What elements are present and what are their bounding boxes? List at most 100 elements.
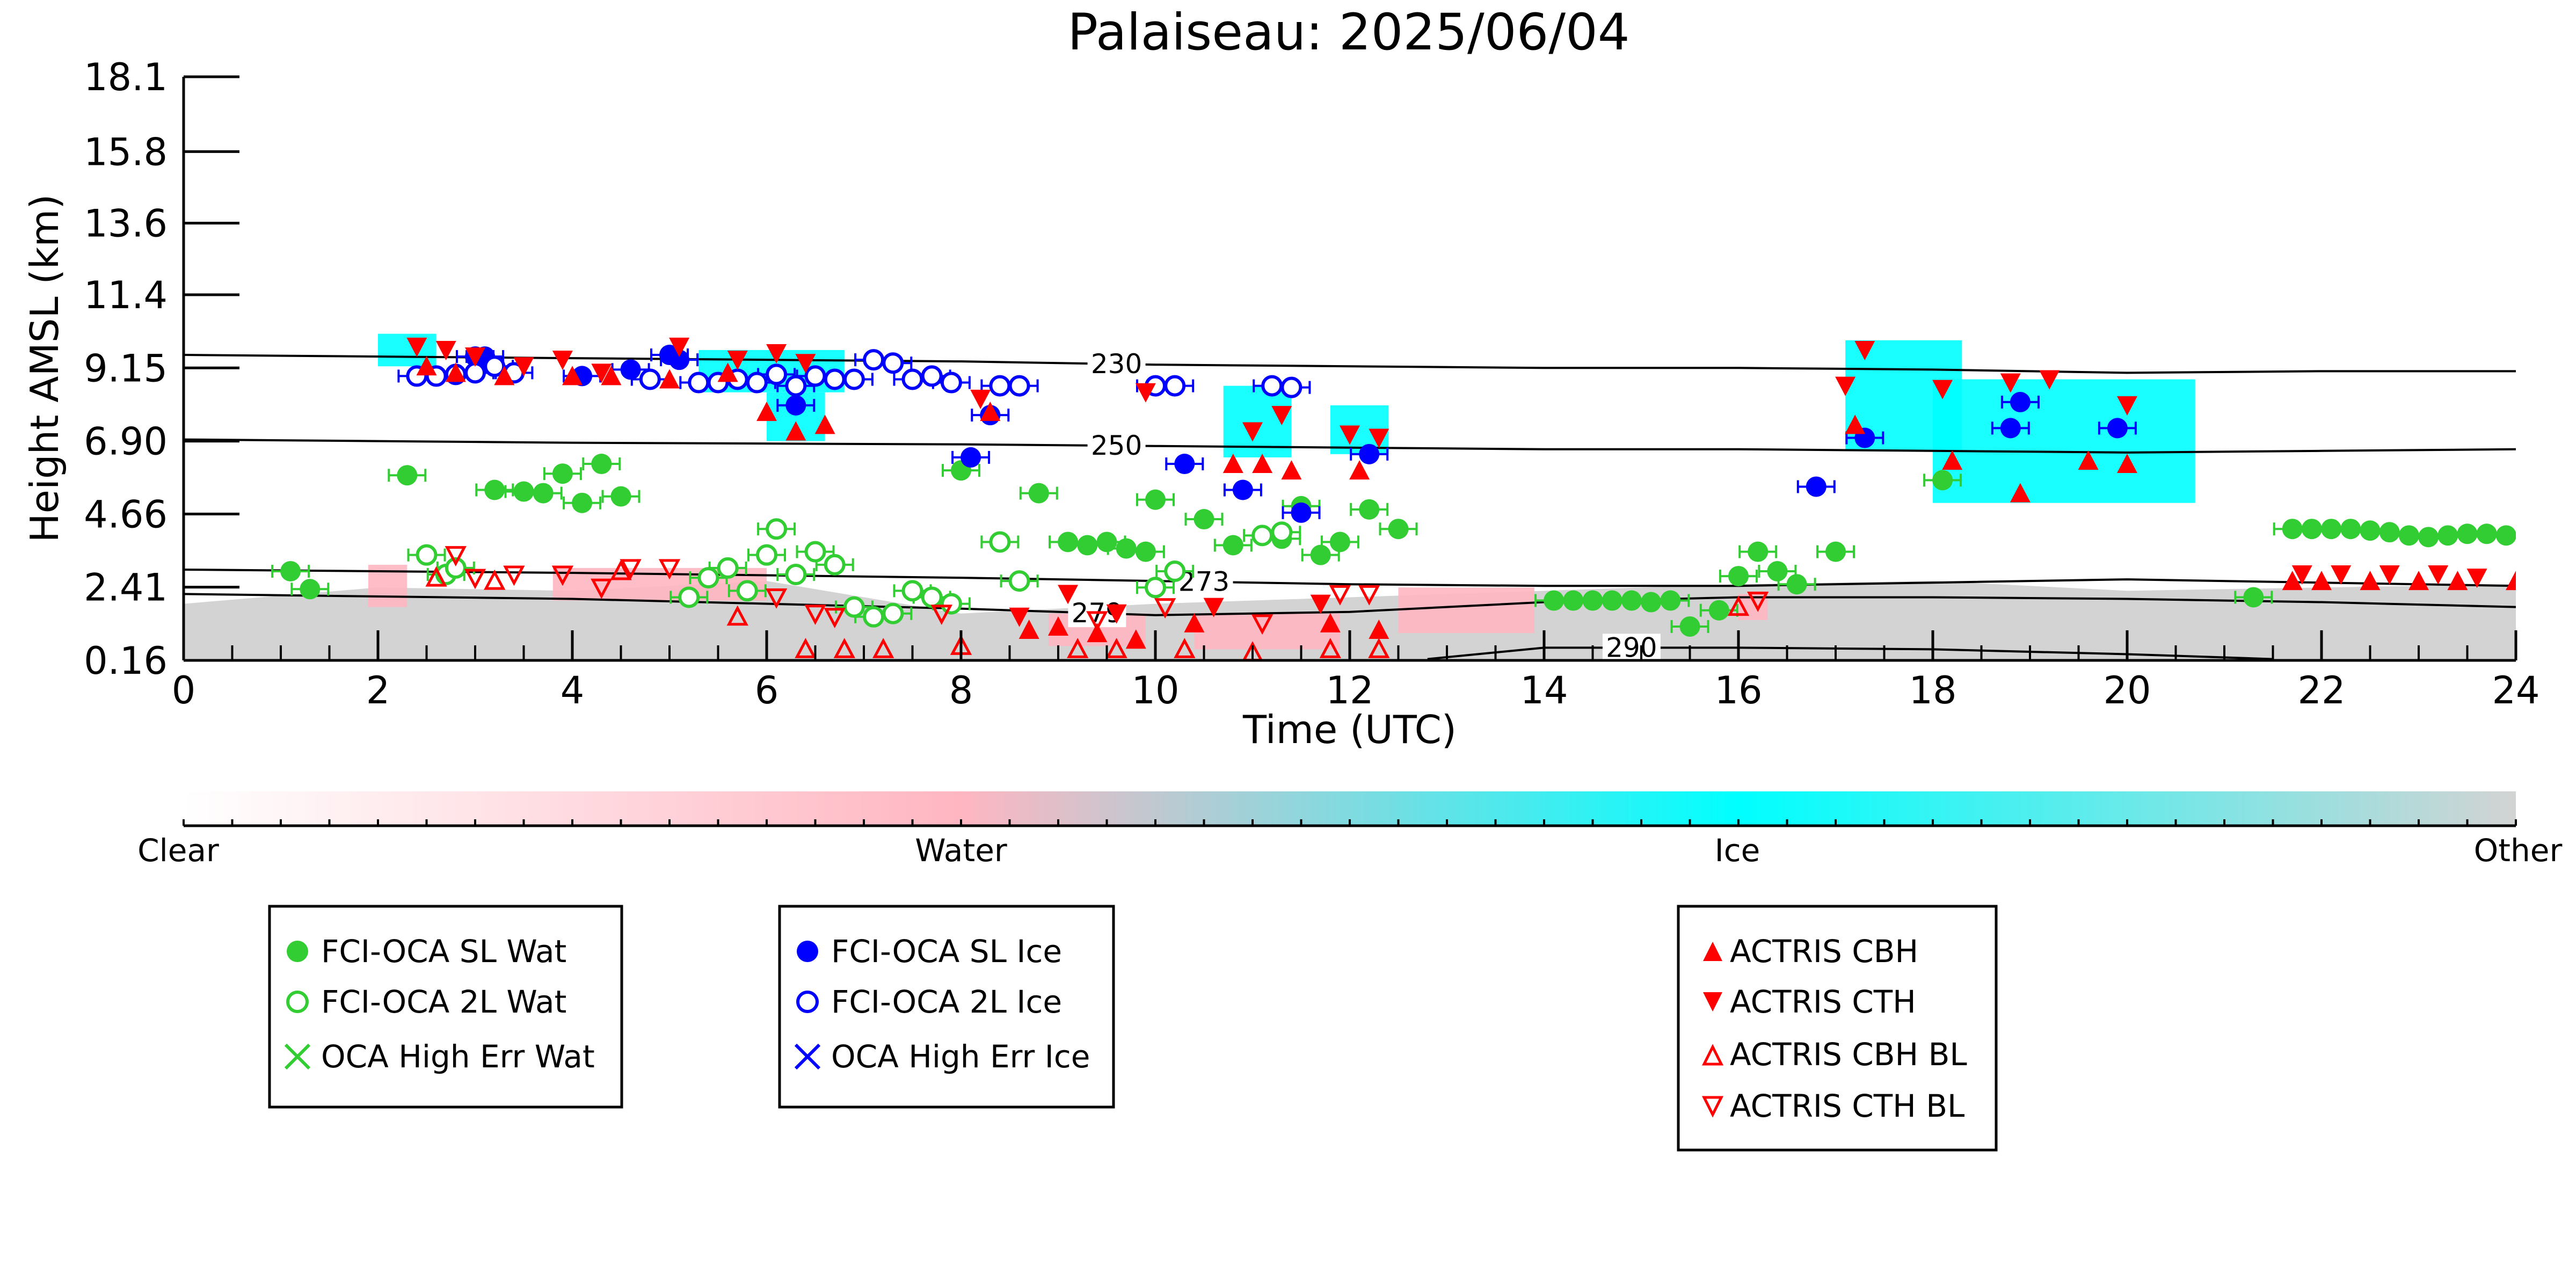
marker-actris-cbh-bl <box>833 638 855 658</box>
marker-actris-cbh-bl <box>1174 638 1196 658</box>
marker-actris-cbh <box>2506 571 2516 591</box>
marker-fci-oca-sl-ice <box>1291 502 1312 523</box>
marker-fci-oca-sl-ice <box>2107 418 2128 439</box>
legend-label: ACTRIS CTH BL <box>1730 1088 1964 1124</box>
marker-actris-cth-bl <box>765 588 788 609</box>
marker-fci-oca-sl-wat <box>1679 616 1700 637</box>
marker-actris-cbh <box>1369 620 1389 639</box>
marker-actris-cth <box>1058 585 1079 605</box>
colorbar-label-other: Other <box>2474 832 2563 869</box>
legend-marker-cbh-bl <box>1701 1044 1724 1066</box>
chart-title: Palaiseau: 2025/06/04 <box>1067 3 1629 62</box>
contour-line-273 <box>184 568 2516 587</box>
legend-box <box>778 905 1115 1109</box>
marker-actris-cth <box>1271 406 1292 426</box>
marker-fci-oca-sl-wat <box>280 561 301 581</box>
marker-fci-oca-sl-wat <box>1641 592 1662 613</box>
marker-actris-cbh <box>1087 623 1108 643</box>
marker-actris-cth <box>970 389 991 409</box>
marker-fci-oca-2l-ice <box>940 372 962 394</box>
marker-actris-cbh-bl <box>1727 595 1750 616</box>
marker-fci-oca-2l-ice <box>882 352 904 374</box>
legend-label: FCI-OCA SL Ice <box>831 933 1062 970</box>
marker-fci-oca-sl-wat <box>1708 600 1729 621</box>
marker-fci-oca-2l-ice <box>688 372 710 394</box>
cloud-mask-ice <box>1933 379 2195 503</box>
x-tick-label: 14 <box>1520 668 1568 712</box>
marker-actris-cth-bl <box>1251 614 1274 635</box>
marker-actris-cth <box>406 337 427 357</box>
marker-fci-oca-2l-wat <box>1145 577 1166 599</box>
colorbar-label-water: Water <box>915 832 1007 869</box>
marker-actris-cth <box>2291 565 2312 585</box>
contour-label-bg <box>1602 634 1661 660</box>
contour-line-230 <box>184 354 2516 374</box>
marker-fci-oca-2l-wat <box>1251 525 1274 547</box>
marker-actris-cth <box>669 337 690 357</box>
marker-fci-oca-2l-wat <box>901 580 923 602</box>
marker-fci-oca-sl-wat <box>552 463 573 484</box>
marker-actris-cbh <box>2010 483 2031 503</box>
marker-fci-oca-sl-ice <box>1806 476 1827 497</box>
marker-actris-cth-bl <box>591 578 613 599</box>
x-tick-label: 10 <box>1131 668 1179 712</box>
marker-fci-oca-sl-ice <box>1359 443 1380 464</box>
marker-actris-cth <box>1835 376 1856 396</box>
marker-fci-oca-sl-wat <box>1222 535 1243 556</box>
marker-fci-oca-sl-wat <box>2476 523 2497 544</box>
marker-fci-oca-2l-ice <box>989 375 1011 397</box>
marker-fci-oca-sl-ice <box>785 395 806 416</box>
marker-actris-cbh <box>980 402 1001 421</box>
marker-actris-cbh-bl <box>610 559 632 580</box>
marker-fci-oca-sl-wat <box>397 465 418 486</box>
legend-label: ACTRIS CBH <box>1730 933 1918 970</box>
marker-fci-oca-sl-wat <box>2437 525 2458 546</box>
marker-actris-cbh <box>1048 616 1068 636</box>
marker-fci-oca-sl-wat <box>1748 541 1769 562</box>
marker-actris-cbh <box>494 366 515 385</box>
marker-actris-cbh <box>2282 571 2303 591</box>
marker-fci-oca-sl-wat <box>1058 532 1079 552</box>
marker-fci-oca-sl-wat <box>2340 519 2361 540</box>
legend-box <box>268 905 623 1109</box>
marker-fci-oca-2l-ice <box>863 349 885 371</box>
marker-actris-cth <box>1932 380 1953 399</box>
marker-fci-oca-2l-wat <box>785 564 807 586</box>
x-tick-label: 2 <box>366 668 390 712</box>
marker-fci-oca-2l-wat <box>717 557 739 579</box>
marker-actris-cbh <box>601 366 622 385</box>
marker-actris-cth <box>1340 425 1360 445</box>
y-tick-label: 0.16 <box>84 639 168 683</box>
marker-fci-oca-sl-wat <box>1077 535 1098 556</box>
marker-fci-oca-sl-wat <box>1825 541 1846 562</box>
marker-fci-oca-sl-wat <box>1388 519 1409 540</box>
marker-actris-cth <box>465 347 485 367</box>
marker-fci-oca-2l-wat <box>766 518 788 540</box>
colorbar-label-ice: Ice <box>1715 832 1760 869</box>
legend-label: OCA High Err Ice <box>831 1038 1090 1075</box>
marker-fci-oca-sl-wat <box>1767 561 1788 581</box>
marker-actris-cth-bl <box>503 565 525 586</box>
marker-actris-cbh-bl <box>484 569 506 590</box>
x-tick-label: 12 <box>1326 668 1373 712</box>
contour-label-bg <box>1087 432 1146 460</box>
marker-fci-oca-sl-wat <box>1621 590 1642 611</box>
legend-label: ACTRIS CBH BL <box>1730 1036 1967 1073</box>
marker-fci-oca-2l-wat <box>1164 560 1186 582</box>
marker-fci-oca-2l-ice <box>639 368 661 390</box>
marker-actris-cth <box>435 340 456 360</box>
marker-fci-oca-sl-ice <box>960 447 981 468</box>
x-tick-label: 0 <box>172 668 196 712</box>
legend-label: FCI-OCA 2L Ice <box>831 984 1062 1020</box>
marker-fci-oca-sl-wat <box>1563 590 1584 611</box>
marker-actris-cbh-bl <box>1319 638 1341 658</box>
marker-actris-cth <box>1854 340 1875 360</box>
marker-fci-oca-2l-ice <box>901 368 923 390</box>
marker-actris-cbh <box>1125 629 1146 649</box>
marker-actris-cbh <box>785 421 806 441</box>
marker-actris-cbh <box>445 362 466 382</box>
cloud-mask-water <box>1194 613 1340 650</box>
y-tick-label: 4.66 <box>84 492 168 536</box>
marker-actris-cbh-bl <box>1368 638 1390 658</box>
